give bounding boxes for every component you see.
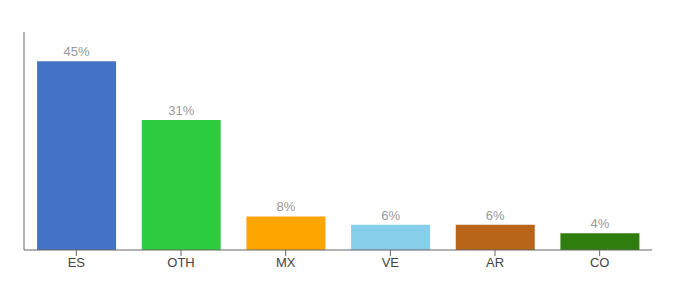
svg-text:VE: VE bbox=[382, 255, 400, 270]
svg-text:AR: AR bbox=[486, 255, 504, 270]
svg-text:6%: 6% bbox=[381, 208, 400, 223]
svg-text:CO: CO bbox=[590, 255, 610, 270]
svg-text:8%: 8% bbox=[277, 199, 296, 214]
svg-text:ES: ES bbox=[68, 255, 86, 270]
svg-text:31%: 31% bbox=[168, 103, 194, 118]
svg-text:OTH: OTH bbox=[167, 255, 194, 270]
svg-text:MX: MX bbox=[276, 255, 296, 270]
svg-text:6%: 6% bbox=[486, 208, 505, 223]
svg-text:4%: 4% bbox=[591, 216, 610, 231]
svg-text:45%: 45% bbox=[64, 44, 90, 59]
